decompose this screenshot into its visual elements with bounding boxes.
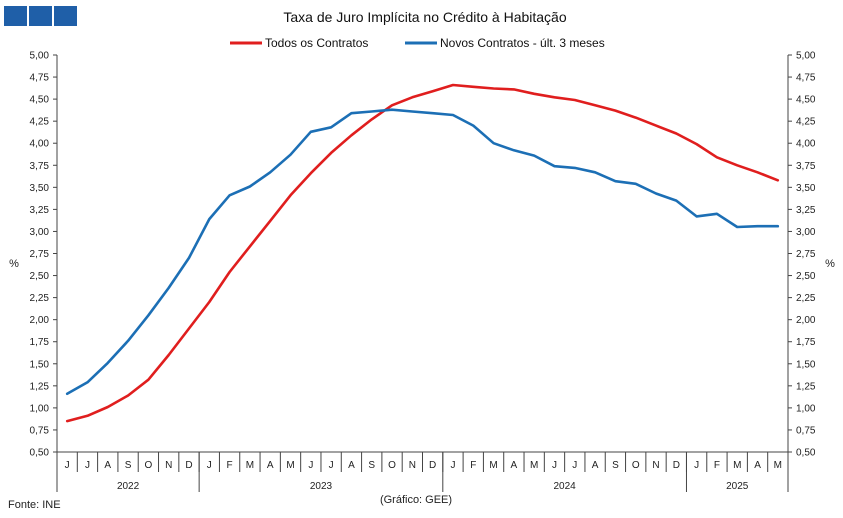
x-tick-label: S — [612, 460, 619, 471]
chart-title: Taxa de Juro Implícita no Crédito à Habi… — [283, 9, 566, 25]
y-tick-label-right: 2,00 — [796, 315, 816, 326]
year-label: 2023 — [310, 481, 333, 492]
y-tick-label-right: 2,75 — [796, 249, 816, 260]
x-tick-label: F — [227, 460, 233, 471]
year-label: 2025 — [726, 481, 749, 492]
x-tick-label: F — [470, 460, 476, 471]
x-tick-label: A — [754, 460, 761, 471]
x-tick-label: J — [552, 460, 557, 471]
x-tick-label: J — [65, 460, 70, 471]
x-tick-label: M — [733, 460, 741, 471]
y-tick-label-right: 3,50 — [796, 183, 816, 194]
y-tick-label-left: 1,75 — [30, 337, 50, 348]
x-tick-label: F — [714, 460, 720, 471]
y-tick-label-left: 3,50 — [30, 183, 50, 194]
x-tick-label: J — [308, 460, 313, 471]
y-tick-label-right: 0,75 — [796, 425, 816, 436]
x-tick-label: N — [652, 460, 659, 471]
x-tick-label: D — [673, 460, 680, 471]
x-tick-label: A — [104, 460, 111, 471]
x-tick-label: J — [694, 460, 699, 471]
y-tick-label-left: 2,00 — [30, 315, 50, 326]
y-tick-label-left: 4,50 — [30, 95, 50, 106]
x-tick-label: J — [450, 460, 455, 471]
y-tick-label-right: 1,25 — [796, 381, 816, 392]
x-tick-label: O — [388, 460, 396, 471]
logo-block — [29, 6, 52, 26]
x-tick-label: A — [267, 460, 274, 471]
series-line-0 — [65, 83, 780, 423]
x-tick-label: D — [185, 460, 192, 471]
x-tick-label: N — [165, 460, 172, 471]
y-tick-label-right: 2,50 — [796, 271, 816, 282]
x-tick-label: A — [511, 460, 518, 471]
x-tick-label: A — [592, 460, 599, 471]
x-tick-label: M — [489, 460, 497, 471]
legend-label-series-0: Todos os Contratos — [265, 36, 368, 50]
y-tick-label-right: 1,50 — [796, 359, 816, 370]
y-axis-label-right: % — [825, 258, 835, 270]
y-tick-label-left: 2,50 — [30, 271, 50, 282]
y-tick-label-right: 0,50 — [796, 448, 816, 459]
x-tick-label: J — [329, 460, 334, 471]
y-tick-label-right: 4,75 — [796, 73, 816, 84]
y-tick-label-left: 3,75 — [30, 161, 50, 172]
y-axis-right: 0,50 0,75 1,00 1,25 1,50 1,75 2,00 2,25 2,50 2,75… — [788, 51, 816, 459]
y-tick-label-left: 1,50 — [30, 359, 50, 370]
x-tick-label: M — [286, 460, 294, 471]
y-tick-label-right: 4,25 — [796, 117, 816, 128]
x-tick-label: S — [125, 460, 132, 471]
y-tick-label-right: 2,25 — [796, 293, 816, 304]
x-tick-label: M — [246, 460, 254, 471]
x-tick-label: N — [409, 460, 416, 471]
year-label: 2024 — [554, 481, 577, 492]
legend-label-series-1: Novos Contratos - últ. 3 meses — [440, 36, 605, 50]
x-tick-label: O — [144, 460, 152, 471]
y-tick-label-left: 5,00 — [30, 51, 50, 62]
y-tick-label-left: 1,00 — [30, 403, 50, 414]
x-tick-label: M — [774, 460, 782, 471]
x-tick-label: S — [368, 460, 375, 471]
x-tick-label: D — [429, 460, 436, 471]
source-note: Fonte: INE — [8, 499, 61, 511]
y-tick-label-right: 4,50 — [796, 95, 816, 106]
x-tick-label: J — [85, 460, 90, 471]
x-tick-label: J — [572, 460, 577, 471]
y-tick-label-left: 2,75 — [30, 249, 50, 260]
y-axis-label-left: % — [9, 258, 19, 270]
credit-note: (Gráfico: GEE) — [380, 494, 452, 506]
y-tick-label-left: 1,25 — [30, 381, 50, 392]
x-tick-label: A — [348, 460, 355, 471]
gee-logo — [4, 6, 77, 26]
x-axis: J J A S O N D J F M A M J J A S O N D J F M A M J J A S O N D J F M A M 2022… — [56, 452, 789, 492]
y-tick-label-right: 3,75 — [796, 161, 816, 172]
y-tick-label-left: 4,75 — [30, 73, 50, 84]
series-line-1 — [65, 108, 780, 396]
y-tick-label-left: 4,25 — [30, 117, 50, 128]
y-tick-label-right: 3,00 — [796, 227, 816, 238]
y-tick-label-right: 1,00 — [796, 403, 816, 414]
y-tick-label-left: 2,25 — [30, 293, 50, 304]
y-tick-label-right: 4,00 — [796, 139, 816, 150]
y-tick-label-left: 3,00 — [30, 227, 50, 238]
legend: Todos os Contratos Novos Contratos - últ… — [230, 36, 605, 50]
x-tick-label: O — [632, 460, 640, 471]
y-axis-left: 0,50 0,75 1,00 1,25 1,50 1,75 2,00 2,25 2,50 2,75… — [30, 51, 57, 459]
axes — [56, 55, 789, 453]
series-lines — [65, 83, 780, 423]
x-tick-label: J — [207, 460, 212, 471]
y-tick-label-left: 0,50 — [30, 448, 50, 459]
y-tick-label-right: 5,00 — [796, 51, 816, 62]
y-tick-label-left: 0,75 — [30, 425, 50, 436]
logo-block — [4, 6, 27, 26]
y-tick-label-right: 1,75 — [796, 337, 816, 348]
x-tick-label: M — [530, 460, 538, 471]
y-tick-label-left: 3,25 — [30, 205, 50, 216]
y-tick-label-left: 4,00 — [30, 139, 50, 150]
logo-block — [54, 6, 77, 26]
year-label: 2022 — [117, 481, 140, 492]
y-tick-label-right: 3,25 — [796, 205, 816, 216]
